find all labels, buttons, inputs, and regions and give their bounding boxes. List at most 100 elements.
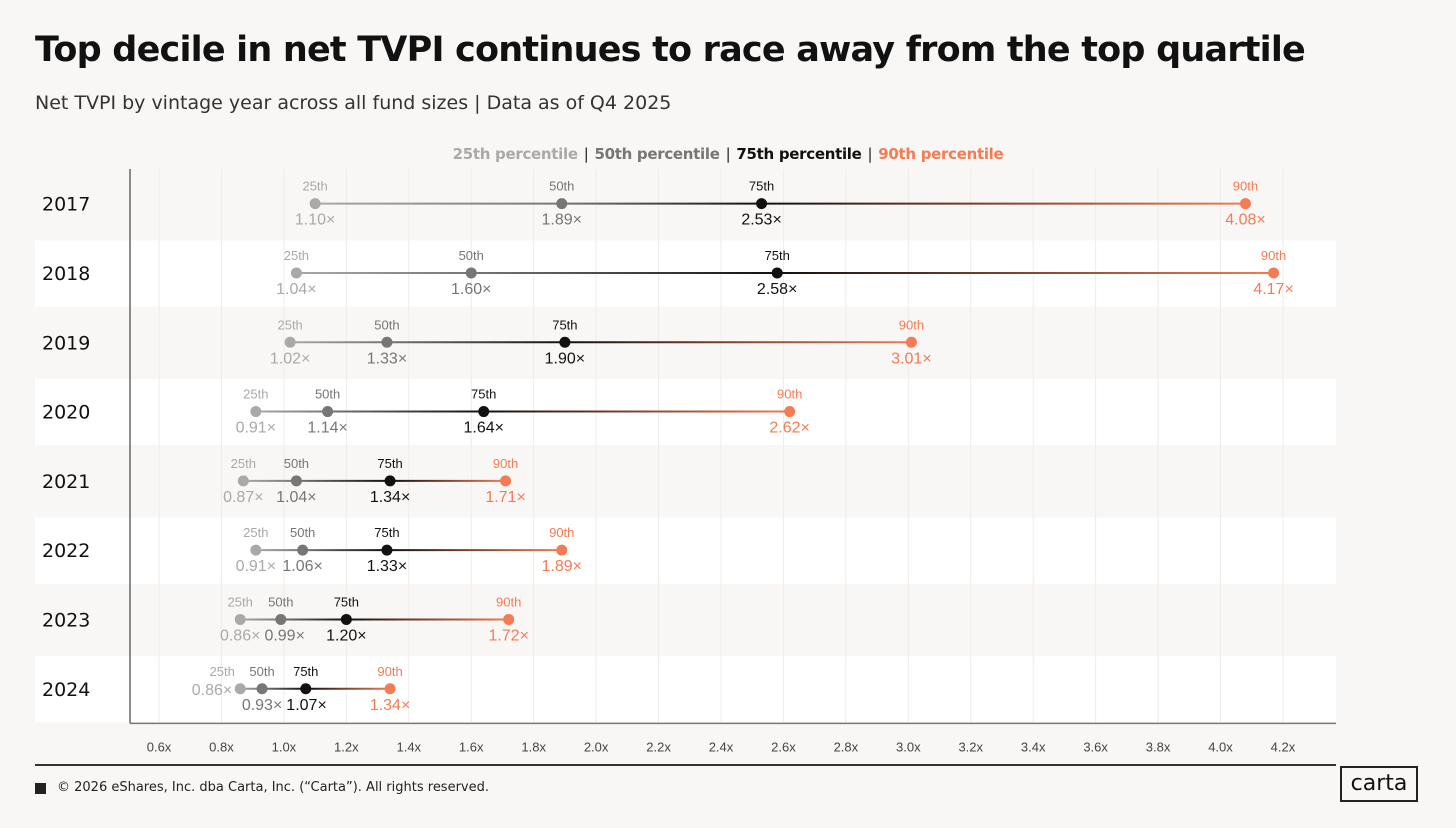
x-tick-label: 1.4x	[396, 739, 421, 754]
dot-75th	[300, 683, 312, 695]
percentile-label: 75th	[471, 387, 496, 402]
value-label: 1.60×	[451, 281, 491, 298]
value-label: 1.33×	[367, 558, 407, 575]
percentile-label: 90th	[899, 317, 924, 332]
legend-p25: 25th percentile	[452, 145, 578, 163]
dot-90th	[905, 336, 917, 348]
x-tick-label: 2.6x	[771, 739, 796, 754]
legend-separator: |	[867, 145, 873, 163]
percentile-label: 50th	[459, 248, 484, 263]
value-label: 1.89×	[542, 212, 582, 229]
percentile-label: 90th	[496, 594, 521, 609]
x-tick-label: 3.8x	[1146, 739, 1171, 754]
dot-50th	[256, 683, 268, 695]
percentile-label: 25th	[243, 525, 268, 540]
percentile-label: 90th	[549, 525, 574, 540]
x-tick-label: 1.0x	[272, 739, 297, 754]
percentile-label: 75th	[334, 594, 359, 609]
value-label: 0.86×	[220, 627, 260, 644]
value-label: 2.62×	[769, 420, 809, 437]
x-tick-label: 2.4x	[709, 739, 734, 754]
dot-25th	[284, 336, 296, 348]
dot-90th	[1268, 267, 1280, 279]
dot-50th	[381, 336, 393, 348]
y-tick-label: 2021	[42, 471, 90, 493]
percentile-label: 90th	[377, 664, 402, 679]
legend-p75: 75th percentile	[736, 145, 862, 163]
percentile-label: 75th	[552, 317, 577, 332]
value-label: 4.17×	[1253, 281, 1293, 298]
percentile-label: 50th	[374, 317, 399, 332]
x-tick-label: 1.8x	[521, 739, 546, 754]
legend: 25th percentile | 50th percentile | 75th per…	[0, 145, 1456, 163]
value-label: 1.10×	[295, 212, 335, 229]
percentile-label: 90th	[1261, 248, 1286, 263]
chart-subtitle: Net TVPI by vintage year across all fund…	[35, 92, 672, 114]
y-tick-label: 2022	[42, 540, 90, 562]
value-label: 2.53×	[741, 212, 781, 229]
dot-25th	[234, 683, 246, 695]
percentile-label: 50th	[268, 594, 293, 609]
percentile-label: 90th	[777, 387, 802, 402]
value-label: 1.72×	[488, 627, 528, 644]
row-band	[35, 517, 1336, 584]
value-label: 0.91×	[236, 420, 276, 437]
value-label: 1.04×	[276, 489, 316, 506]
percentile-label: 75th	[293, 664, 318, 679]
dot-90th	[500, 475, 512, 487]
y-tick-label: 2018	[42, 263, 90, 285]
y-tick-label: 2017	[42, 194, 90, 216]
dot-90th	[384, 683, 396, 695]
percentile-label: 25th	[231, 456, 256, 471]
percentile-label: 50th	[549, 179, 574, 194]
value-label: 1.33×	[367, 350, 407, 367]
x-tick-label: 2.0x	[584, 739, 609, 754]
dot-25th	[250, 544, 262, 556]
legend-p90: 90th percentile	[878, 145, 1004, 163]
percentile-label: 50th	[284, 456, 309, 471]
dot-50th	[556, 198, 568, 210]
y-tick-label: 2024	[42, 679, 90, 701]
x-tick-label: 2.8x	[834, 739, 859, 754]
value-label: 0.87×	[223, 489, 263, 506]
x-tick-label: 1.2x	[334, 739, 359, 754]
dot-75th	[771, 267, 783, 279]
percentile-label: 25th	[284, 248, 309, 263]
x-tick-label: 3.2x	[958, 739, 983, 754]
dot-50th	[297, 544, 309, 556]
dot-90th	[556, 544, 568, 556]
dot-90th	[503, 613, 515, 625]
value-label: 1.14×	[307, 420, 347, 437]
value-label: 1.07×	[286, 697, 326, 714]
legend-p50: 50th percentile	[594, 145, 720, 163]
dot-25th	[237, 475, 249, 487]
dot-75th	[384, 475, 396, 487]
percentile-label: 50th	[290, 525, 315, 540]
percentile-label: 75th	[377, 456, 402, 471]
percentile-label: 50th	[249, 664, 274, 679]
x-tick-label: 0.8x	[209, 739, 234, 754]
percentile-label: 90th	[1233, 179, 1258, 194]
value-label: 1.20×	[326, 627, 366, 644]
dot-25th	[234, 613, 246, 625]
dot-75th	[756, 198, 768, 210]
value-label: 1.90×	[545, 350, 585, 367]
copyright-text: © 2026 eShares, Inc. dba Carta, Inc. (“C…	[57, 780, 490, 795]
x-tick-label: 4.0x	[1208, 739, 1233, 754]
value-label: 1.34×	[370, 697, 410, 714]
y-tick-label: 2019	[42, 332, 90, 354]
percentile-label: 25th	[277, 317, 302, 332]
dot-75th	[559, 336, 571, 348]
x-tick-label: 3.6x	[1083, 739, 1108, 754]
dot-50th	[322, 406, 334, 418]
value-label: 0.93×	[242, 697, 282, 714]
value-label: 1.02×	[270, 350, 310, 367]
value-label: 0.91×	[236, 558, 276, 575]
footer-square-icon	[35, 783, 46, 794]
dot-90th	[1239, 198, 1251, 210]
value-label: 1.89×	[542, 558, 582, 575]
x-tick-label: 3.0x	[896, 739, 921, 754]
percentile-label: 75th	[374, 525, 399, 540]
carta-logo: carta	[1340, 766, 1418, 802]
